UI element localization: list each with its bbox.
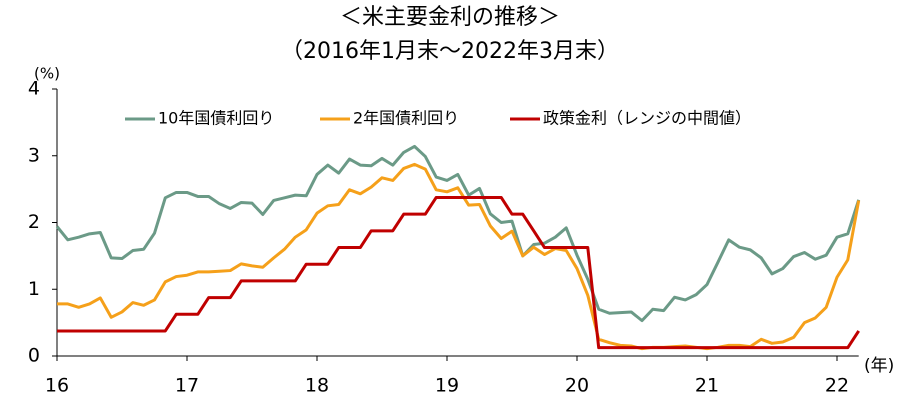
x-tick-label: 18 [305, 375, 329, 397]
y-tick-label: 0 [28, 345, 40, 367]
y-unit: (%) [34, 65, 60, 83]
x-tick-label: 17 [175, 375, 199, 397]
x-tick-label: 20 [565, 375, 589, 397]
chart-title: ＜米主要金利の推移＞ [340, 5, 560, 30]
x-tick-label: 22 [825, 375, 849, 397]
y-tick-label: 1 [28, 278, 40, 300]
x-tick-label: 16 [45, 375, 69, 397]
legend-bg [506, 106, 796, 132]
chart-subtitle: （2016年1月末～2022年3月末） [281, 39, 619, 64]
series-line [57, 162, 861, 351]
series-line [55, 144, 861, 323]
series-line [57, 195, 860, 350]
y-tick-label: 3 [28, 144, 40, 166]
y-tick-label: 2 [28, 211, 40, 233]
legend-label: 2年国債利回り [353, 109, 459, 128]
x-tick-label: 21 [695, 375, 719, 397]
legend-label: 10年国債利回り [158, 109, 274, 128]
x-tick-label: 19 [435, 375, 459, 397]
y-tick-label: 4 [28, 78, 40, 100]
legend-label: 政策金利（レンジの中間値） [543, 109, 751, 128]
x-unit: (年) [864, 356, 894, 376]
